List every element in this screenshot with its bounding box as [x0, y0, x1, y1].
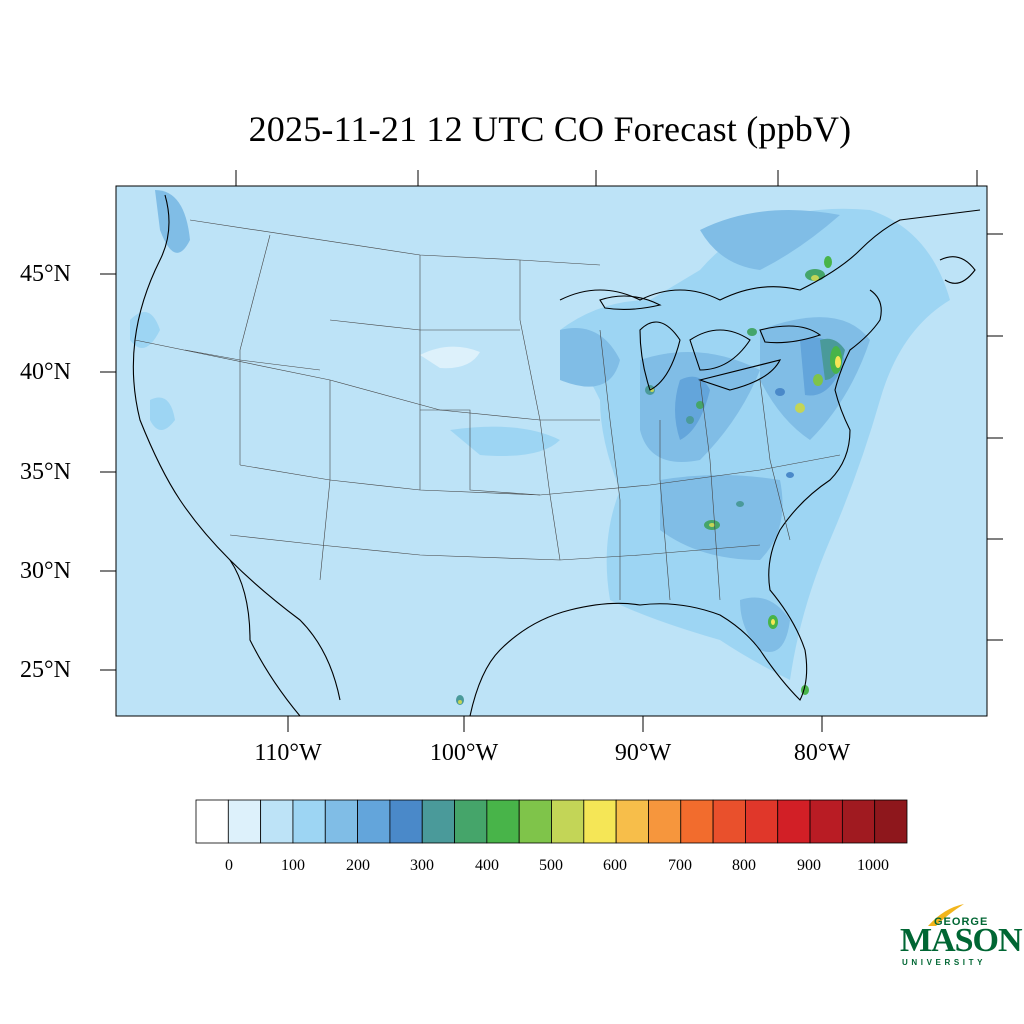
colorbar-tick: 100 [281, 857, 305, 874]
colorbar-swatch [389, 799, 423, 844]
hotspot [458, 700, 462, 704]
colorbar-tick: 300 [410, 857, 434, 874]
colorbar-swatch [260, 799, 294, 844]
concentration-field [130, 190, 950, 705]
colorbar-swatch [841, 799, 876, 844]
regional-plume [700, 210, 840, 270]
regional-plume [450, 426, 560, 456]
coastline [132, 194, 981, 716]
colorbar-swatch [292, 799, 326, 844]
colorbar-swatch [357, 799, 391, 844]
hotspot [709, 523, 715, 527]
hotspot [747, 328, 757, 336]
state-borders [134, 219, 841, 601]
lon-label-100: 100°W [429, 740, 499, 766]
hotspot [686, 416, 694, 424]
logo-line-mason: MASON [900, 922, 1023, 959]
hotspot [771, 619, 775, 625]
colorbar-swatch [486, 799, 520, 844]
regional-plume [740, 597, 790, 652]
colorbar-swatch [324, 799, 358, 844]
low-co-patch [420, 346, 480, 369]
colorbar-tick: 1000 [857, 857, 889, 874]
regional-plume [560, 328, 620, 387]
lat-label-35: 35°N [20, 459, 71, 485]
map-frame [115, 185, 988, 717]
hotspot [795, 403, 805, 413]
hotspot [675, 376, 710, 440]
gmu-logo: GEORGE MASON UNIVERSITY [896, 900, 1023, 970]
colorbar-swatch [551, 799, 585, 844]
hotspot [824, 256, 832, 268]
hotspot [696, 401, 704, 409]
colorbar-tick: 400 [475, 857, 499, 874]
colorbar-swatch [680, 799, 714, 844]
colorbar [195, 799, 908, 844]
hotspot [786, 472, 794, 478]
colorbar-tick: 600 [603, 857, 627, 874]
colorbar-swatch [745, 799, 779, 844]
colorbar-swatch [809, 799, 843, 844]
colorbar-swatch [227, 799, 262, 844]
colorbar-swatch [421, 799, 455, 844]
lat-label-25: 25°N [20, 657, 71, 683]
colorbar-tick: 500 [539, 857, 563, 874]
map-title: 2025-11-21 12 UTC CO Forecast (ppbV) [248, 109, 852, 149]
logo-leaf-icon [928, 904, 964, 926]
frame-ticks [100, 170, 1003, 732]
logo-line-university: UNIVERSITY [902, 958, 987, 967]
colorbar-tick: 900 [797, 857, 821, 874]
regional-plume [150, 397, 175, 430]
colorbar-tick: 200 [346, 857, 370, 874]
colorbar-swatch [712, 799, 746, 844]
regional-plume [155, 190, 190, 253]
hotspot [811, 275, 819, 281]
logo-line-george: GEORGE [934, 916, 989, 928]
hotspot [736, 501, 744, 507]
lat-label-45: 45°N [20, 261, 71, 287]
colorbar-tick: 800 [732, 857, 756, 874]
colorbar-swatch [874, 799, 908, 844]
colorbar-swatch [615, 799, 649, 844]
colorbar-swatch [583, 799, 617, 844]
hotspot [775, 388, 785, 396]
colorbar-swatch [777, 799, 811, 844]
lat-label-30: 30°N [20, 558, 71, 584]
lon-label-90: 90°W [614, 740, 672, 766]
regional-plume [660, 475, 783, 560]
regional-plume [130, 312, 160, 348]
lon-label-80: 80°W [793, 740, 851, 766]
lon-label-110: 110°W [254, 740, 322, 766]
colorbar-tick: 700 [668, 857, 692, 874]
colorbar-swatch [518, 799, 552, 844]
colorbar-swatch [195, 799, 229, 844]
lat-label-40: 40°N [20, 359, 71, 385]
hotspot [835, 356, 841, 368]
hotspot [813, 374, 823, 386]
colorbar-swatch [648, 799, 682, 844]
colorbar-swatch [454, 799, 488, 844]
colorbar-tick: 0 [225, 857, 233, 874]
